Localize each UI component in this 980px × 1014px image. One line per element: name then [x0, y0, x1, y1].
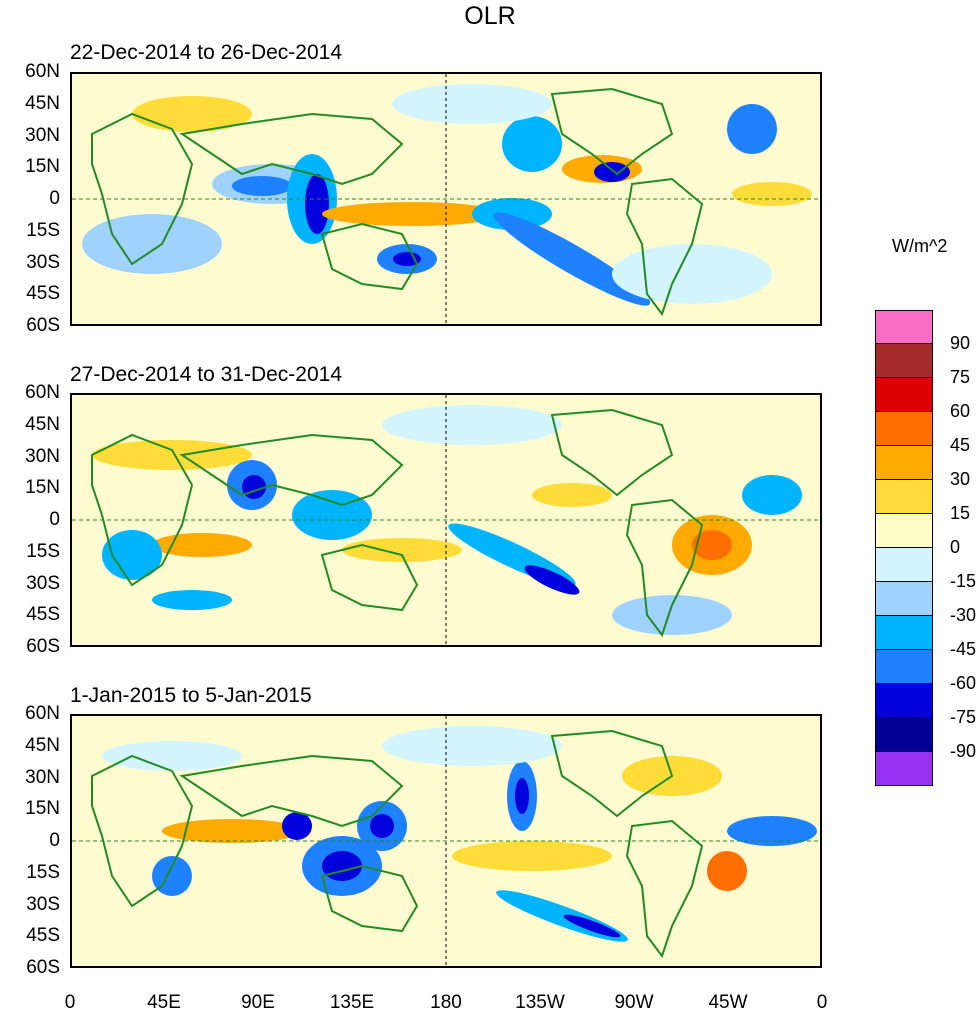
- lat-label: 15S: [26, 861, 60, 883]
- colorbar-tick-label: -75: [950, 707, 977, 727]
- colorbar-tick-label: -30: [950, 605, 977, 625]
- lat-label: 30S: [26, 893, 60, 915]
- lat-label: 60S: [26, 957, 60, 978]
- colorbar-units: W/m^2: [892, 236, 948, 256]
- lat-label: 45S: [26, 283, 60, 305]
- lat-label: 45N: [25, 92, 60, 114]
- lon-label: 90W: [614, 992, 654, 1013]
- panel-1-title: 22-Dec-2014 to 26-Dec-2014: [70, 41, 342, 64]
- colorbar-tick-label: 45: [950, 435, 971, 455]
- panel-3-title: 1-Jan-2015 to 5-Jan-2015: [70, 684, 312, 707]
- lon-label: 45W: [708, 992, 748, 1013]
- lon-label: 45E: [147, 992, 181, 1013]
- coastlines: [91, 729, 704, 959]
- lat-label: 60S: [26, 636, 60, 657]
- lat-label: 30S: [26, 572, 60, 594]
- lat-label: 30N: [25, 445, 60, 467]
- colorbar-tick-label: -60: [950, 673, 977, 693]
- colorbar-tick-label: -90: [950, 741, 977, 761]
- lat-label: 15S: [26, 540, 60, 562]
- lat-label: 15N: [25, 156, 60, 178]
- lat-label: 45N: [25, 413, 60, 435]
- lat-label: 15N: [25, 477, 60, 499]
- lat-label: 30N: [25, 766, 60, 788]
- colorbar-box: [875, 684, 933, 718]
- colorbar-tick-label: -15: [950, 571, 977, 591]
- lat-label: 45S: [26, 604, 60, 626]
- colorbar-box: [875, 378, 933, 412]
- lon-label: 135W: [515, 992, 565, 1013]
- colorbar-box: [875, 480, 933, 514]
- colorbar-box: [875, 514, 933, 548]
- lat-label: 45S: [26, 925, 60, 947]
- map-panel-1: [70, 72, 822, 326]
- lat-label: 15N: [25, 798, 60, 820]
- lat-label: 15S: [26, 219, 60, 241]
- lat-label: 60N: [25, 703, 60, 724]
- colorbar-tick-label: 60: [950, 401, 971, 421]
- colorbar-box: [875, 310, 933, 344]
- lon-label: 0: [64, 992, 76, 1013]
- coastlines: [91, 87, 704, 317]
- panel-2-title: 27-Dec-2014 to 31-Dec-2014: [70, 363, 342, 386]
- colorbar-tick-label: -45: [950, 639, 977, 659]
- lon-label: 90E: [241, 992, 275, 1013]
- colorbar: [875, 310, 933, 786]
- map-panel-2: [70, 393, 822, 647]
- figure-title: OLR: [464, 2, 516, 30]
- colorbar-box: [875, 344, 933, 378]
- colorbar-tick-label: 15: [950, 503, 971, 523]
- colorbar-box: [875, 412, 933, 446]
- coastlines: [91, 408, 704, 638]
- colorbar-tick-label: 75: [950, 367, 971, 387]
- lat-label: 60S: [26, 315, 60, 336]
- colorbar-box: [875, 718, 933, 752]
- map-panel-3: [70, 714, 822, 968]
- colorbar-box: [875, 582, 933, 616]
- colorbar-box: [875, 752, 933, 786]
- lat-label: 60N: [25, 382, 60, 403]
- lat-label: 30S: [26, 251, 60, 273]
- colorbar-tick-label: 0: [950, 537, 961, 557]
- colorbar-tick-label: 30: [950, 469, 971, 489]
- colorbar-box: [875, 548, 933, 582]
- colorbar-box: [875, 650, 933, 684]
- lat-label: 0: [49, 830, 60, 851]
- colorbar-tick-label: 90: [950, 333, 971, 353]
- lon-label: 180: [430, 992, 462, 1013]
- lat-label: 30N: [25, 124, 60, 146]
- lat-label: 60N: [25, 61, 60, 82]
- lat-label: 0: [49, 188, 60, 209]
- lon-label: 135E: [329, 992, 375, 1013]
- lon-label: 0: [816, 992, 828, 1013]
- lat-label: 45N: [25, 734, 60, 756]
- colorbar-box: [875, 616, 933, 650]
- colorbar-box: [875, 446, 933, 480]
- lat-label: 0: [49, 509, 60, 530]
